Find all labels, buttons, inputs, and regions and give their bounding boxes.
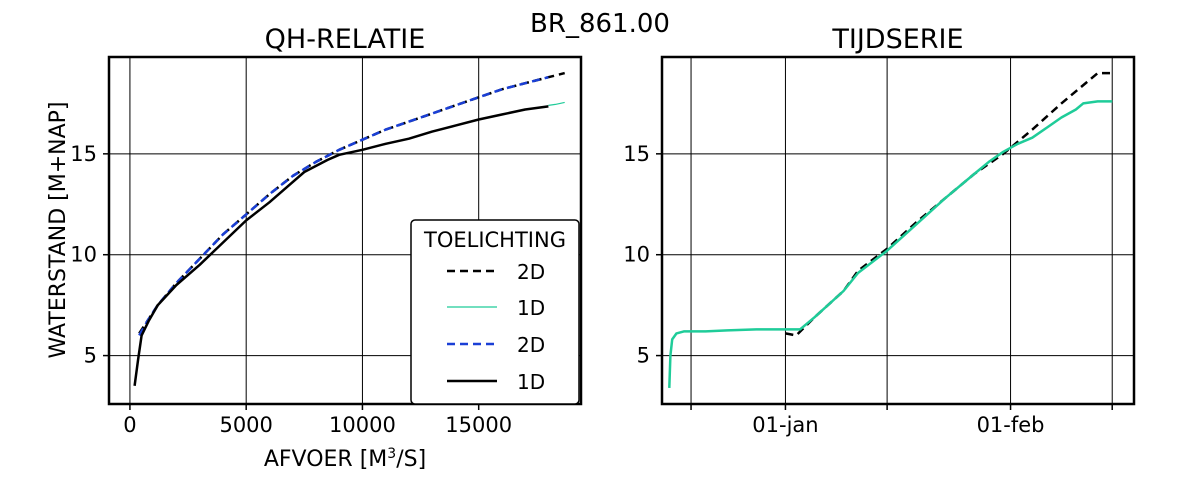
qh-x-axis-label-sup: 3 — [387, 446, 396, 462]
qh-lines — [133, 71, 566, 386]
legend-box — [410, 219, 580, 405]
ts-series-1-1d — [668, 100, 1113, 388]
ts-y-tick-label: 10 — [623, 243, 650, 267]
ts-title: TIJDSERIE — [831, 24, 963, 55]
ts-y-tick-label: 15 — [623, 142, 650, 166]
qh-x-axis-label: AFVOER [M3/S] — [264, 446, 426, 472]
qh-x-ticks: 0 5000 10000 15000 — [123, 404, 512, 437]
ts-y-ticks: 5 10 15 — [623, 142, 662, 368]
ts-series-0-2d — [785, 71, 1113, 337]
qh-y-tick-label: 10 — [70, 243, 97, 267]
legend-label-2: 2D — [517, 333, 545, 357]
qh-title: QH-RELATIE — [265, 24, 426, 55]
qh-y-axis-label: WATERSTAND [M+NAP] — [46, 101, 71, 358]
ts-lines — [668, 71, 1113, 388]
qh-x-tick-label: 0 — [123, 413, 136, 437]
figure-suptitle: BR_861.00 — [530, 9, 670, 39]
ts-panel: TIJDSERIE 01-jan 01-feb 5 10 15 — [623, 24, 1136, 437]
ts-grid — [662, 57, 1134, 404]
qh-series-3-1d — [133, 105, 549, 386]
ts-y-tick-label: 5 — [637, 344, 650, 368]
legend-entries: 2D 1D 2D 1D — [447, 260, 545, 394]
qh-series-2-2d — [138, 75, 549, 337]
ts-plot-frame — [660, 55, 1136, 406]
qh-series-1-1d — [548, 101, 565, 106]
qh-legend: TOELICHTING 2D 1D 2D 1D — [410, 219, 580, 405]
ts-x-tick-label: 01-jan — [752, 413, 818, 437]
legend-label-1: 1D — [517, 296, 545, 320]
qh-panel: QH-RELATIE 0 5000 10000 15000 5 10 15 AFVOER … — [46, 24, 583, 472]
ts-x-ticks: 01-jan 01-feb — [690, 404, 1113, 437]
qh-y-tick-label: 5 — [84, 344, 97, 368]
qh-plot-frame — [107, 55, 583, 406]
qh-x-tick-label: 5000 — [219, 413, 272, 437]
qh-y-ticks: 5 10 15 — [70, 142, 109, 368]
qh-x-tick-label: 10000 — [329, 413, 396, 437]
legend-title: TOELICHTING — [423, 228, 566, 252]
legend-label-3: 1D — [517, 370, 545, 394]
qh-y-tick-label: 15 — [70, 142, 97, 166]
ts-x-tick-label: 01-feb — [977, 413, 1045, 437]
legend-label-0: 2D — [517, 260, 545, 284]
qh-x-tick-label: 15000 — [445, 413, 512, 437]
